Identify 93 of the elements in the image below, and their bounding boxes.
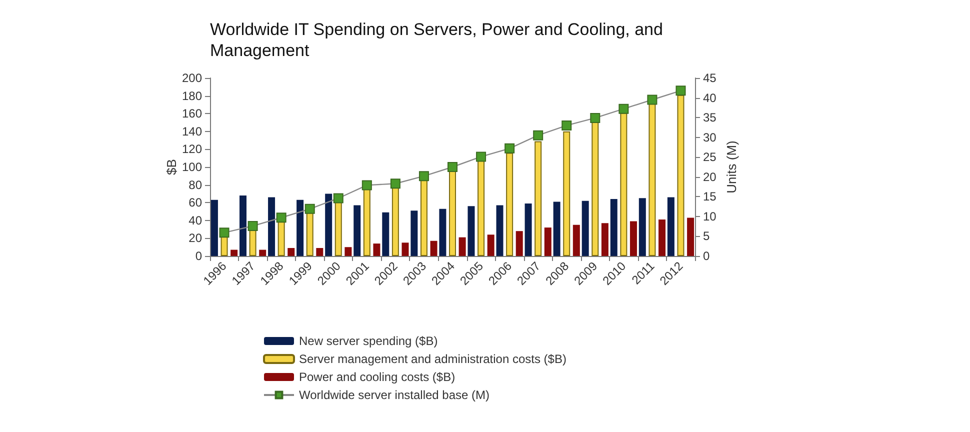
bar (468, 206, 475, 256)
y-tick-label: 40 (188, 213, 202, 228)
y-axis-title: $B (164, 159, 180, 175)
bar (534, 141, 542, 256)
y2-tick-label: 25 (703, 150, 717, 164)
y-tick-label: 20 (188, 231, 202, 246)
bar (620, 112, 628, 256)
bar (553, 202, 560, 256)
bar (667, 197, 674, 256)
point (533, 130, 544, 140)
bar (382, 212, 390, 256)
bar (487, 234, 494, 256)
bar (373, 244, 380, 256)
point (448, 162, 458, 172)
bar (268, 197, 276, 256)
bar (230, 250, 238, 256)
bar (239, 195, 246, 256)
y2-tick-label: 30 (703, 130, 717, 144)
y-tick-label: 160 (182, 106, 202, 121)
point (590, 112, 600, 123)
bar (325, 194, 332, 256)
legend-label: Power and cooling costs ($B) (299, 370, 456, 384)
y-tick-label: 120 (182, 142, 202, 156)
y2-tick-label: 45 (703, 71, 717, 85)
bar (658, 220, 666, 256)
bar (420, 179, 428, 256)
y2-tick-label: 40 (703, 90, 717, 105)
bar (524, 203, 532, 256)
bar (648, 102, 656, 256)
point (333, 193, 344, 204)
bar (220, 236, 228, 256)
y-tick-label: 200 (182, 71, 202, 85)
bar (259, 250, 266, 256)
y2-axis-title: Units (M) (724, 140, 739, 194)
legend-label: Worldwide server installed base (M) (299, 388, 490, 402)
bar (392, 186, 399, 256)
y-tick-label: 80 (188, 178, 202, 192)
bar (496, 205, 504, 256)
bar (516, 231, 523, 256)
bar (630, 221, 637, 256)
y2-tick-label: 35 (703, 110, 717, 125)
y2-tick-label: 15 (703, 190, 717, 204)
bar (306, 212, 314, 256)
point (476, 152, 486, 162)
bar (278, 221, 285, 256)
bar (439, 208, 446, 256)
y2-tick-label: 10 (703, 209, 717, 224)
bar (563, 131, 570, 256)
bar (601, 223, 608, 256)
point (618, 104, 629, 114)
bar (249, 229, 256, 256)
y2-tick-label: 0 (703, 249, 710, 263)
chart-title: Worldwide IT Spending on Servers, Power and Cooling, and Management (210, 20, 668, 60)
bar (687, 218, 694, 256)
bar (572, 224, 580, 256)
bar (410, 210, 418, 256)
bar (458, 237, 466, 256)
bar (478, 160, 485, 256)
bar (638, 198, 646, 256)
legend-label: New server spending ($B) (299, 334, 438, 348)
bar (344, 247, 352, 256)
y-tick-label: 180 (182, 88, 202, 103)
bar (288, 248, 295, 256)
y2-tick-label: 5 (703, 229, 710, 244)
legend-label: Server management and administration costs ($B) (299, 352, 566, 366)
point (390, 178, 400, 189)
bar (592, 122, 599, 256)
point (676, 86, 686, 96)
point (362, 180, 372, 190)
bar (316, 248, 324, 256)
bar (354, 205, 361, 256)
point (647, 94, 658, 105)
point (504, 143, 515, 154)
point (248, 220, 258, 231)
bar (296, 200, 304, 256)
bar (582, 200, 589, 256)
y-tick-label: 60 (188, 196, 202, 210)
bar (210, 200, 218, 256)
y2-tick-label: 20 (703, 170, 717, 184)
bar (677, 94, 684, 256)
bar (544, 228, 552, 256)
y-tick-label: 0 (195, 249, 202, 263)
point (562, 120, 572, 130)
point (276, 212, 286, 223)
point (304, 204, 315, 214)
bar (610, 199, 618, 256)
point (418, 171, 429, 182)
bar (506, 152, 514, 256)
y-tick-label: 140 (182, 124, 202, 138)
bar (430, 240, 438, 256)
y-tick-label: 100 (182, 160, 202, 174)
point (219, 228, 230, 238)
bar (402, 242, 409, 256)
